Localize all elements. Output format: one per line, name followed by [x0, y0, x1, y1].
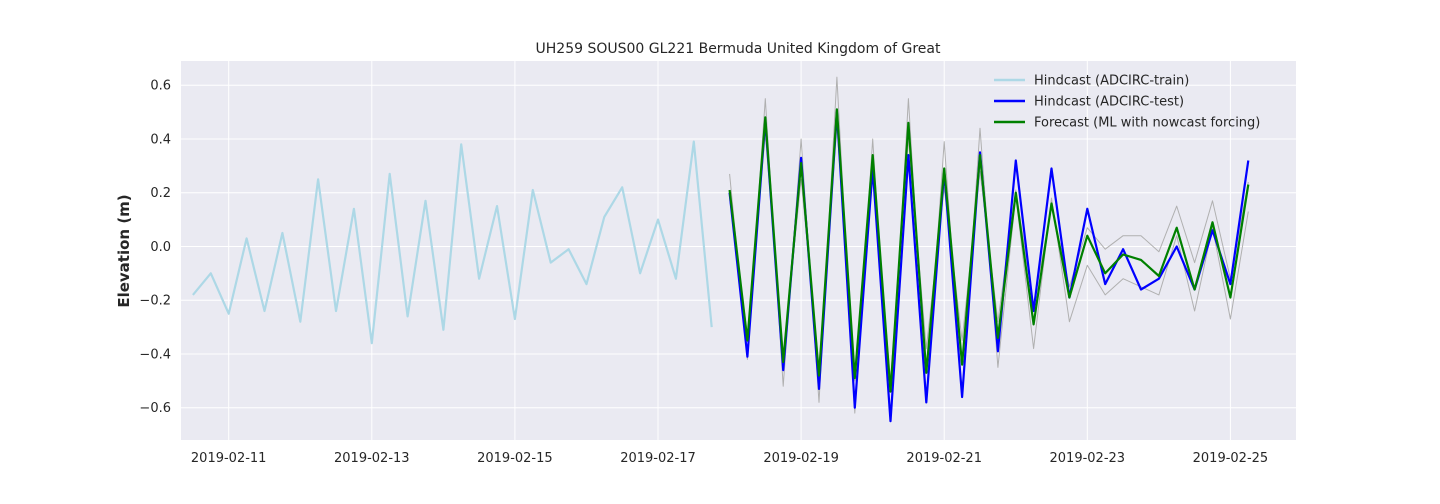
y-tick-label: −0.2 — [139, 294, 171, 309]
series-line-0 — [192, 140, 713, 345]
y-tick-label: −0.4 — [139, 347, 171, 362]
x-tick-label: 2019-02-23 — [1050, 451, 1126, 466]
legend-label: Hindcast (ADCIRC-train) — [1034, 74, 1189, 89]
x-tick-label: 2019-02-15 — [477, 451, 553, 466]
y-tick-label: −0.6 — [139, 401, 171, 416]
y-tick-label: 0.6 — [150, 79, 171, 94]
x-tick-label: 2019-02-17 — [620, 451, 696, 466]
x-tick-label: 2019-02-25 — [1193, 451, 1269, 466]
x-tick-label: 2019-02-11 — [191, 451, 267, 466]
x-tick-label: 2019-02-19 — [763, 451, 839, 466]
y-tick-labels: −0.6 −0.4 −0.2 0.0 0.2 0.4 0.6 — [139, 79, 171, 417]
plot-area — [181, 61, 1296, 440]
x-tick-label: 2019-02-13 — [334, 451, 410, 466]
legend-label: Hindcast (ADCIRC-test) — [1034, 95, 1184, 110]
y-axis-label: Elevation (m) — [115, 194, 133, 307]
legend-label: Forecast (ML with nowcast forcing) — [1034, 116, 1260, 131]
y-tick-label: 0.0 — [150, 240, 171, 255]
legend: Hindcast (ADCIRC-train) Hindcast (ADCIRC-… — [994, 74, 1260, 131]
series-lines — [192, 76, 1250, 423]
y-tick-label: 0.2 — [150, 186, 171, 201]
chart-title: UH259 SOUS00 GL221 Bermuda United Kingdo… — [536, 41, 941, 57]
series-line-4 — [728, 108, 1250, 393]
y-tick-label: 0.4 — [150, 132, 171, 147]
x-tick-label: 2019-02-21 — [906, 451, 982, 466]
grid-lines — [181, 61, 1296, 440]
x-tick-labels: 2019-02-11 2019-02-13 2019-02-15 2019-02-17… — [191, 451, 1268, 466]
